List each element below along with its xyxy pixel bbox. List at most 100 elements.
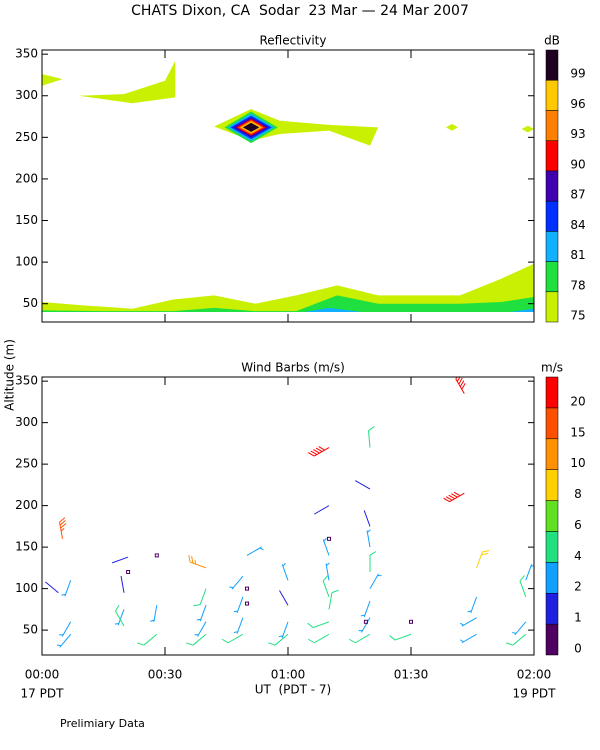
barb-staff: [231, 575, 244, 590]
barb-feather: [307, 638, 315, 644]
wind-barb: [186, 633, 207, 646]
colorbar-label: 93: [570, 127, 585, 141]
wind-barb: [327, 536, 331, 541]
colorbar-block: [545, 200, 559, 232]
panel-title: Wind Barbs (m/s): [241, 361, 345, 375]
wind-barb: [111, 556, 129, 564]
wind-barb: [459, 617, 477, 627]
barb-feather: [307, 452, 315, 457]
wind-barb: [348, 633, 371, 644]
barb-staff: [355, 633, 371, 644]
colorbar-label: 84: [570, 218, 585, 232]
barb-feather: [453, 491, 461, 497]
barb-staff: [369, 573, 379, 589]
footnote: Prelimiary Data: [60, 717, 145, 730]
colorbar-label: 10: [570, 456, 585, 470]
wind-barb: [409, 619, 413, 624]
y-tick-label: 300: [15, 415, 38, 429]
barb-feather: [368, 426, 375, 432]
barb-staff: [461, 617, 477, 627]
wind-barb: [246, 546, 264, 556]
colorbar-label: 87: [570, 188, 585, 202]
barb-feather: [193, 604, 201, 607]
barb-staff: [281, 621, 289, 638]
contour-region: [445, 124, 459, 131]
barb-feather: [186, 642, 194, 646]
colorbar-block: [545, 376, 559, 409]
barb-staff: [322, 580, 330, 598]
wind-barb: [120, 575, 125, 593]
barb-half-feather: [467, 610, 472, 613]
barb-staff: [322, 539, 330, 556]
wind-barb: [233, 596, 244, 614]
wind-barb: [368, 426, 375, 448]
barb-staff: [246, 546, 262, 556]
calm-marker: [154, 553, 159, 558]
barb-staff: [117, 609, 125, 626]
barb-staff: [279, 590, 289, 606]
y-tick-label: 100: [15, 581, 38, 595]
wind-barb: [57, 633, 72, 648]
wind-barb: [369, 573, 382, 589]
wind-barb: [150, 605, 158, 623]
colorbar-unit: m/s: [541, 361, 563, 375]
x-tick-label: 01:00: [271, 668, 306, 682]
barb-staff: [153, 605, 158, 623]
y-tick-label: 150: [15, 213, 38, 227]
barb-staff: [115, 610, 125, 627]
wind-barb: [194, 621, 207, 637]
calm-marker: [363, 619, 368, 624]
panel-title: Reflectivity: [259, 34, 326, 48]
wind-barb: [459, 633, 477, 644]
barb-feather: [191, 556, 194, 564]
colorbar-label: 75: [570, 309, 585, 323]
colorbar-label: 6: [574, 518, 582, 532]
y-tick-label: 350: [15, 47, 38, 61]
colorbar-block: [545, 140, 559, 172]
wind-barb: [363, 619, 368, 624]
barb-half-feather: [150, 619, 155, 622]
y-tick-label: 50: [23, 623, 38, 637]
wind-barb: [245, 586, 249, 591]
wind-barb: [355, 480, 371, 490]
barb-staff: [61, 621, 72, 637]
barb-feather: [313, 449, 320, 454]
barb-feather: [315, 447, 323, 452]
colorbar-block: [545, 531, 559, 563]
barb-staff: [199, 588, 207, 605]
wind-barb: [268, 633, 289, 646]
barb-feather: [519, 575, 525, 582]
barb-feather: [451, 493, 458, 498]
end-label: 19 PDT: [513, 687, 557, 701]
barb-staff: [236, 617, 244, 634]
barb-half-feather: [233, 631, 238, 633]
colorbar-block: [545, 562, 559, 594]
wind-barb: [369, 551, 377, 573]
barb-half-feather: [326, 562, 330, 566]
barb-half-feather: [459, 639, 464, 643]
wind-barb: [506, 633, 527, 646]
colorbar-label: 4: [574, 549, 582, 563]
wind-barb: [154, 553, 159, 558]
wind-barb: [115, 604, 125, 627]
wind-barb: [307, 633, 330, 644]
barb-staff: [227, 633, 244, 644]
colorbar-label: 1: [574, 611, 582, 625]
wind-barb: [366, 529, 371, 548]
y-tick-label: 150: [15, 540, 38, 554]
barb-half-feather: [282, 562, 286, 567]
colorbar-label: 99: [570, 67, 585, 81]
page-title: CHATS Dixon, CA Sodar 23 Mar — 24 Mar 20…: [131, 3, 469, 19]
barb-feather: [115, 604, 120, 612]
wind-barb: [360, 600, 371, 618]
barb-staff: [363, 600, 371, 618]
contour-region: [42, 74, 63, 86]
barb-half-feather: [194, 560, 197, 565]
barb-staff: [45, 581, 59, 594]
wind-barb: [525, 564, 534, 581]
wind-barb: [443, 491, 465, 503]
colorbar-block: [545, 79, 559, 111]
y-tick-label: 300: [15, 88, 38, 102]
wind-barb: [281, 562, 289, 581]
wind-barb: [45, 581, 59, 594]
